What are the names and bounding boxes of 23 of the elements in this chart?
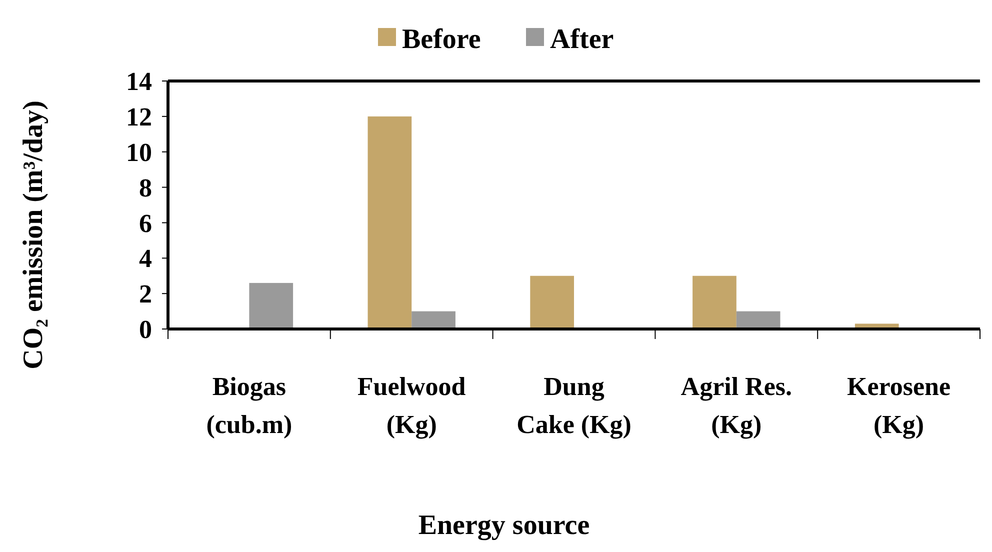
bar bbox=[368, 116, 412, 329]
x-tick-label: Agril Res. (Kg) bbox=[680, 372, 792, 439]
bar bbox=[736, 311, 780, 329]
legend-label: Before bbox=[402, 24, 481, 55]
bar bbox=[530, 276, 574, 329]
y-axis-title: CO₂ emission (m³/day) bbox=[18, 100, 49, 370]
y-tick-label: 12 bbox=[126, 102, 152, 132]
x-axis-title: Energy source bbox=[418, 510, 590, 541]
x-tick-label: Dung Cake (Kg) bbox=[516, 372, 632, 439]
x-tick-label: Kerosene (Kg) bbox=[847, 372, 951, 439]
y-tick-label: 0 bbox=[139, 315, 152, 344]
y-tick-label: 14 bbox=[126, 67, 152, 96]
y-tick-label: 8 bbox=[139, 173, 152, 202]
x-tick-label: Biogas (cub.m) bbox=[206, 372, 292, 439]
y-tick-label: 2 bbox=[139, 280, 152, 309]
bar bbox=[412, 311, 456, 329]
bar bbox=[692, 276, 736, 329]
x-tick-label: Fuelwood (Kg) bbox=[357, 372, 466, 439]
legend-label: After bbox=[550, 24, 614, 55]
y-tick-label: 6 bbox=[139, 208, 152, 238]
y-tick-label: 10 bbox=[126, 138, 152, 167]
y-tick-label: 4 bbox=[139, 244, 152, 274]
bar bbox=[249, 282, 294, 329]
